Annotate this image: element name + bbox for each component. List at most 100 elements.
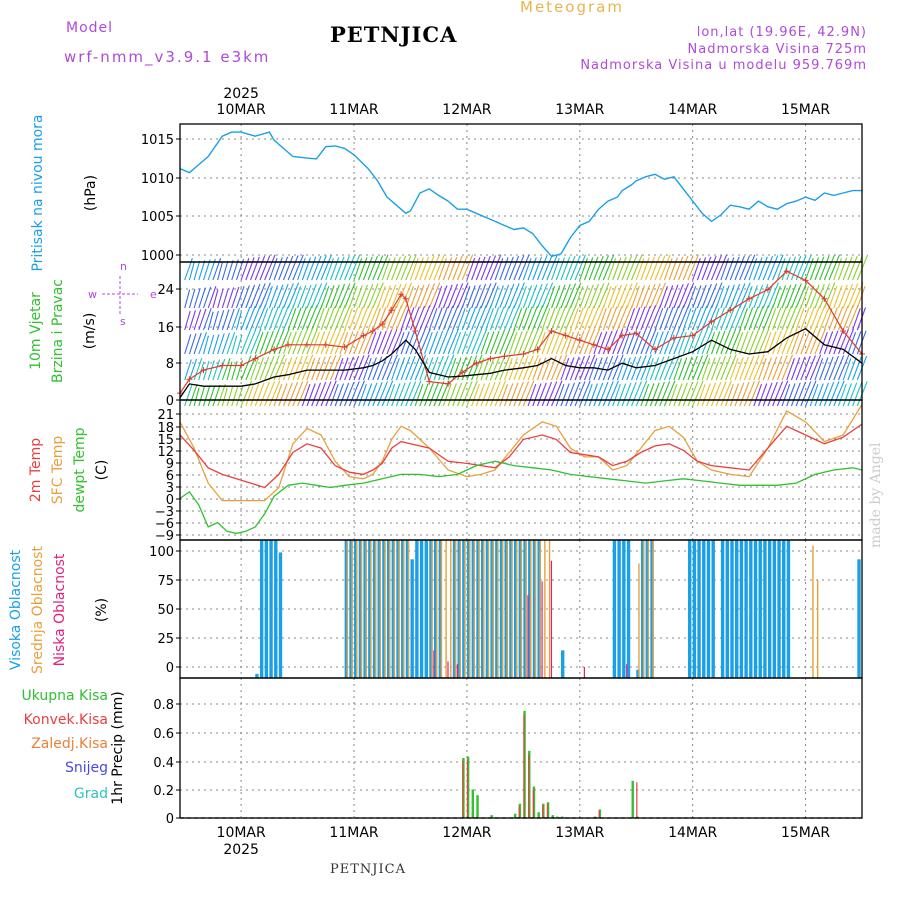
mid-cloud-bar <box>525 540 527 678</box>
wind-barb <box>198 332 208 355</box>
wind-barb <box>678 357 688 381</box>
wind-barb <box>268 355 280 381</box>
y-tick-label: 16 <box>157 321 174 336</box>
mid-cloud-bar <box>360 540 363 678</box>
high-cloud-bar <box>391 540 396 678</box>
mid-cloud-bar <box>511 540 513 678</box>
wind-barb <box>546 381 558 407</box>
wind-barb <box>409 380 422 407</box>
wind-barb <box>805 380 817 407</box>
mid-cloud-bar <box>403 540 405 678</box>
conv-precip-bar <box>598 810 600 818</box>
wind-barb <box>367 382 378 407</box>
mid-cloud-bar <box>468 540 471 678</box>
wind-barb <box>334 358 344 381</box>
high-cloud-bar <box>354 540 358 678</box>
gust-marker <box>746 295 753 302</box>
temp-unit: (C) <box>94 460 110 481</box>
wind-barb <box>306 383 316 407</box>
wind-barb <box>339 255 350 281</box>
wind-barb <box>795 381 807 407</box>
wind-barb <box>367 357 377 381</box>
mid-cloud-bar <box>459 540 461 678</box>
wind-barb <box>663 306 674 331</box>
wind-barb <box>762 332 772 355</box>
gust-marker <box>821 295 828 302</box>
gust-marker <box>341 344 348 351</box>
wind-barb <box>616 256 627 281</box>
wind-barb <box>612 305 623 331</box>
high-cloud-bar <box>622 540 626 678</box>
wind-barb <box>381 355 393 381</box>
wind-barb <box>184 359 192 381</box>
wind-barb <box>207 334 215 355</box>
wind-barb <box>409 355 421 381</box>
wind-barb <box>480 283 492 309</box>
wind-barb <box>753 305 764 331</box>
wind-barb <box>504 383 514 407</box>
sfctemp-title: SFC Temp <box>50 436 66 505</box>
wind-barb <box>795 356 806 381</box>
wind-barb <box>739 356 750 381</box>
gust-marker <box>271 346 278 353</box>
mid-cloud-bar <box>483 540 485 678</box>
wind-barb <box>616 305 628 331</box>
wind-barb <box>466 285 476 309</box>
gust-marker <box>727 307 734 314</box>
wind-barb <box>663 380 676 407</box>
wind-barb <box>353 306 364 331</box>
wind-barb <box>428 381 440 407</box>
wind-barb <box>612 354 624 381</box>
wind-barb <box>734 255 745 281</box>
wind-barb <box>334 283 346 309</box>
precip-legend-item: Ukupna Kisa <box>21 688 108 704</box>
gust-marker <box>652 346 659 353</box>
wind-barb <box>814 305 826 331</box>
total-precip-bar <box>551 815 554 818</box>
wind-barb <box>588 283 600 309</box>
wind-barb <box>334 305 346 331</box>
wind-barb <box>217 358 226 381</box>
high-cloud-bar <box>495 540 499 678</box>
wind-barb <box>264 381 276 407</box>
wind-barb <box>367 255 379 281</box>
high-cloud-bar <box>735 540 739 678</box>
wind-barb <box>419 328 431 355</box>
wind-barb <box>631 330 641 355</box>
high-cloud-bar <box>452 540 457 678</box>
wind-barb <box>207 360 215 381</box>
wind-barb <box>231 360 238 381</box>
wind-barb <box>522 380 535 407</box>
wind-barb <box>668 305 680 331</box>
gust-marker <box>487 355 494 362</box>
wind-barb <box>819 357 829 381</box>
wind-barb <box>649 332 659 355</box>
wind-barb <box>297 285 307 309</box>
gust-marker <box>633 330 640 337</box>
wind-barb <box>654 282 667 309</box>
low-cloud-bar <box>583 666 585 678</box>
wind-barb <box>264 254 276 281</box>
wind-barb <box>725 384 734 407</box>
wind-barb <box>532 305 544 331</box>
wind-barb <box>344 282 356 309</box>
wind-barb <box>527 257 537 281</box>
wind-barb <box>325 285 335 309</box>
wind-barb <box>602 286 612 309</box>
wind-barb <box>419 383 429 407</box>
wind-barb <box>292 381 304 407</box>
altitude-label: Nadmorska Visina 725m <box>687 42 867 57</box>
wind-barb <box>696 329 708 355</box>
y-tick-label: 18 <box>157 421 174 436</box>
wind-barb <box>565 304 577 331</box>
wind-barb <box>598 255 610 281</box>
high-cloud-bar <box>424 540 428 678</box>
mid-cloud-bar <box>812 545 814 678</box>
wind-barb <box>372 282 384 309</box>
wind-barb <box>682 331 693 355</box>
wind-barb <box>593 255 604 281</box>
wind-barb <box>800 381 812 407</box>
precip-unit: 1hr Precip (mm) <box>110 691 126 804</box>
high-cloud-bar <box>767 540 772 678</box>
wind-barb <box>198 260 206 281</box>
